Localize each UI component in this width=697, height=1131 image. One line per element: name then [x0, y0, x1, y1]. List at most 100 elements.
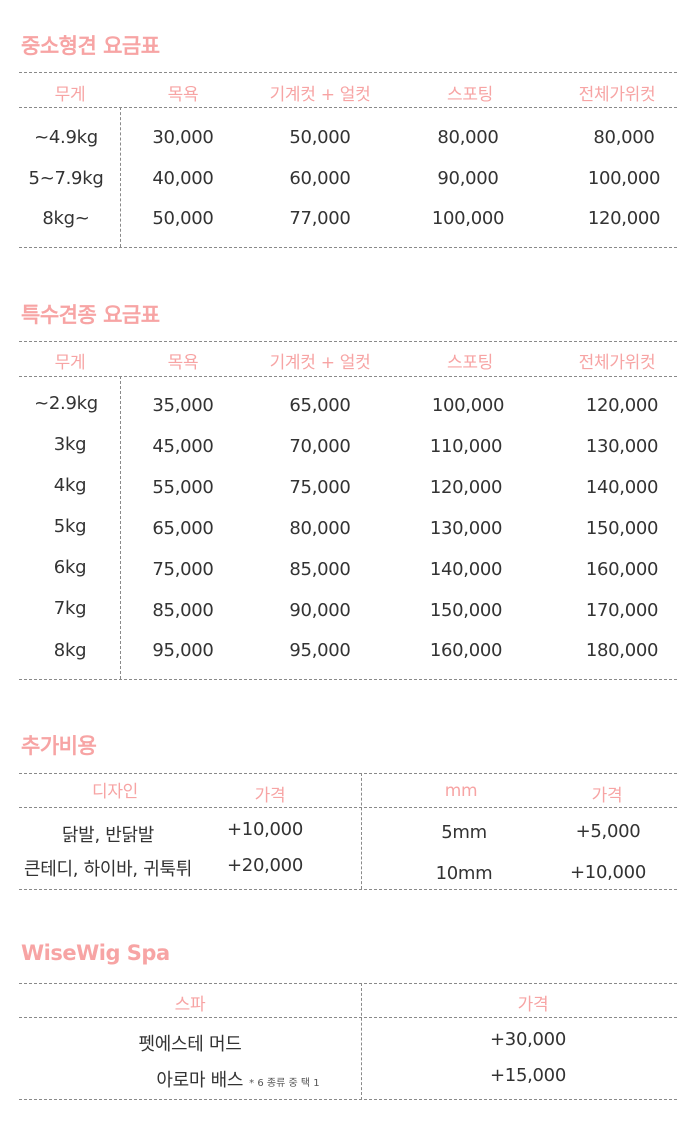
price-cell: 30,000 — [152, 127, 214, 148]
spa-name-cell: 펫에스테 머드 — [138, 1034, 242, 1055]
price-cell: 100,000 — [587, 168, 661, 189]
weight-cell: ~4.9kg — [34, 127, 98, 148]
header-scissor-cut: 전체가위컷 — [578, 85, 656, 105]
price-cell: 35,000 — [152, 395, 214, 416]
weight-cell: 6kg — [53, 557, 87, 578]
header-spa: 스파 — [174, 995, 206, 1015]
price-cell: 150,000 — [429, 600, 503, 621]
price-cell: 160,000 — [429, 640, 503, 661]
mm-cell: 5mm — [441, 822, 487, 843]
weight-cell: 7kg — [53, 598, 87, 619]
design-price-cell: +10,000 — [227, 819, 303, 840]
price-cell: 150,000 — [585, 518, 659, 539]
header-weight: 무게 — [54, 353, 86, 373]
price-cell: 75,000 — [289, 477, 351, 498]
price-cell: 80,000 — [289, 518, 351, 539]
price-cell: 55,000 — [152, 477, 214, 498]
price-cell: 45,000 — [152, 436, 214, 457]
weight-cell: 3kg — [53, 434, 87, 455]
header-scissor-cut: 전체가위컷 — [578, 353, 656, 373]
weight-cell: 5kg — [53, 516, 87, 537]
header-sporting: 스포팅 — [446, 353, 494, 373]
spa-price-cell: +30,000 — [490, 1029, 566, 1050]
price-cell: 140,000 — [585, 477, 659, 498]
price-cell: 90,000 — [289, 600, 351, 621]
design-name-cell: 큰테디, 하이바, 귀툭튀 — [23, 859, 193, 880]
price-cell: 120,000 — [587, 208, 661, 229]
divider — [19, 72, 677, 73]
price-cell: 90,000 — [437, 168, 499, 189]
price-cell: 110,000 — [429, 436, 503, 457]
spa-price-cell: +15,000 — [490, 1065, 566, 1086]
divider — [19, 1099, 677, 1100]
column-divider — [361, 983, 362, 1100]
price-cell: 95,000 — [152, 640, 214, 661]
price-cell: 140,000 — [429, 559, 503, 580]
header-machine-cut: 기계컷 + 얼컷 — [269, 85, 371, 105]
divider — [19, 376, 677, 377]
column-divider — [120, 107, 121, 247]
design-name-cell: 닭발, 반닭발 — [61, 825, 155, 846]
price-cell: 50,000 — [152, 208, 214, 229]
divider — [19, 1017, 677, 1018]
header-mm-price: 가격 — [591, 786, 623, 806]
price-cell: 120,000 — [585, 395, 659, 416]
small-medium-title: 중소형견 요금표 — [21, 34, 160, 58]
price-cell: 50,000 — [289, 127, 351, 148]
weight-cell: 8kg~ — [42, 208, 90, 229]
extra-cost-title: 추가비용 — [21, 734, 97, 758]
header-sporting: 스포팅 — [446, 85, 494, 105]
mm-price-cell: +10,000 — [570, 862, 646, 883]
divider — [19, 247, 677, 248]
divider — [19, 983, 677, 984]
spa-note: * 6 종류 중 택 1 — [249, 1078, 320, 1089]
price-cell: 130,000 — [429, 518, 503, 539]
divider — [19, 107, 677, 108]
divider — [19, 341, 677, 342]
header-weight: 무게 — [54, 85, 86, 105]
weight-cell: 5~7.9kg — [28, 168, 104, 189]
header-machine-cut: 기계컷 + 얼컷 — [269, 353, 371, 373]
divider — [19, 889, 677, 890]
mm-cell: 10mm — [435, 863, 493, 884]
price-cell: 95,000 — [289, 640, 351, 661]
spa-name-cell: 아로마 배스 * 6 종류 중 택 1 — [156, 1066, 319, 1092]
price-cell: 60,000 — [289, 168, 351, 189]
divider — [19, 773, 677, 774]
divider — [19, 807, 677, 808]
header-bath: 목욕 — [167, 85, 199, 105]
weight-cell: 8kg — [53, 640, 87, 661]
price-cell: 160,000 — [585, 559, 659, 580]
mm-price-cell: +5,000 — [575, 821, 641, 842]
header-bath: 목욕 — [167, 353, 199, 373]
spa-name: 아로마 배스 — [156, 1070, 244, 1091]
price-cell: 75,000 — [152, 559, 214, 580]
price-cell: 85,000 — [289, 559, 351, 580]
price-cell: 170,000 — [585, 600, 659, 621]
header-spa-price: 가격 — [517, 995, 549, 1015]
price-cell: 40,000 — [152, 168, 214, 189]
price-cell: 100,000 — [431, 208, 505, 229]
divider — [19, 679, 677, 680]
price-cell: 80,000 — [437, 127, 499, 148]
price-cell: 130,000 — [585, 436, 659, 457]
price-cell: 85,000 — [152, 600, 214, 621]
header-design-price: 가격 — [254, 786, 286, 806]
price-cell: 100,000 — [431, 395, 505, 416]
weight-cell: ~2.9kg — [34, 393, 98, 414]
price-cell: 80,000 — [593, 127, 655, 148]
design-price-cell: +20,000 — [227, 855, 303, 876]
price-cell: 77,000 — [289, 208, 351, 229]
price-cell: 65,000 — [289, 395, 351, 416]
column-divider — [361, 773, 362, 889]
spa-title: WiseWig Spa — [21, 941, 170, 965]
price-cell: 120,000 — [429, 477, 503, 498]
special-breed-title: 특수견종 요금표 — [21, 303, 160, 327]
price-cell: 180,000 — [585, 640, 659, 661]
column-divider — [120, 376, 121, 679]
price-cell: 70,000 — [289, 436, 351, 457]
header-mm: mm — [444, 781, 478, 801]
price-cell: 65,000 — [152, 518, 214, 539]
header-design: 디자인 — [91, 782, 139, 802]
weight-cell: 4kg — [53, 475, 87, 496]
